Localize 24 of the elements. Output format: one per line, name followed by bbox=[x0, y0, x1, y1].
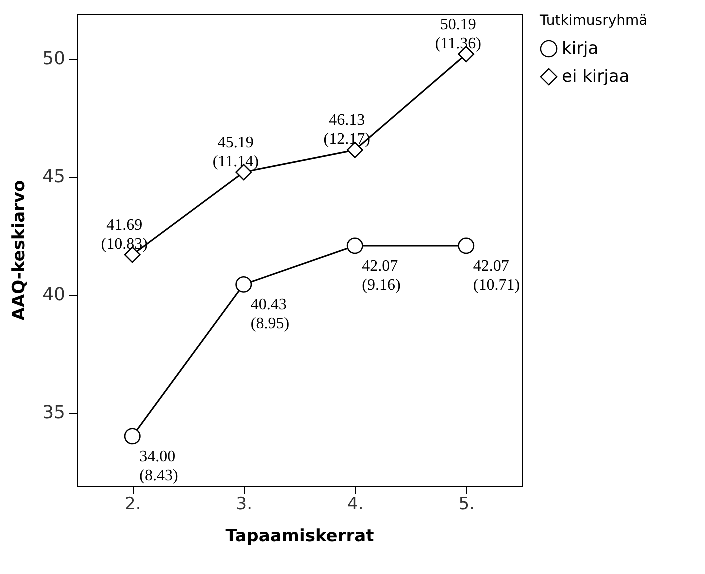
y-tick-label: 45 bbox=[42, 166, 66, 188]
y-tick-label: 50 bbox=[42, 48, 66, 70]
data-label: 42.07 (9.16) bbox=[362, 258, 401, 294]
x-tick-label: 2. bbox=[125, 494, 142, 514]
data-label: 34.00 (8.43) bbox=[140, 448, 178, 484]
y-tick-label: 35 bbox=[42, 402, 66, 424]
data-label: 45.19 (11.14) bbox=[212, 134, 259, 170]
y-axis-title: AAQ-keskiarvo bbox=[10, 180, 30, 321]
x-tick-label: 5. bbox=[458, 494, 475, 514]
y-tick-label: 40 bbox=[42, 284, 66, 306]
legend-title: Tutkimusryhmä bbox=[539, 13, 648, 29]
point bbox=[124, 428, 141, 445]
legend-label: ei kirjaa bbox=[562, 67, 630, 87]
point bbox=[236, 276, 252, 293]
legend-label: kirja bbox=[562, 39, 599, 59]
x-tick-label: 4. bbox=[348, 494, 364, 514]
data-label: 40.43 (8.95) bbox=[250, 296, 290, 333]
data-label: 42.07 (10.71) bbox=[473, 258, 520, 294]
data-label: 50.19 (11.36) bbox=[435, 16, 482, 52]
point bbox=[346, 238, 364, 254]
data-label: 41.69 (10.83) bbox=[101, 216, 148, 253]
x-tick-label: 3. bbox=[236, 494, 252, 514]
point bbox=[458, 238, 475, 254]
x-axis-title: Tapaamiskerrat bbox=[226, 526, 374, 546]
